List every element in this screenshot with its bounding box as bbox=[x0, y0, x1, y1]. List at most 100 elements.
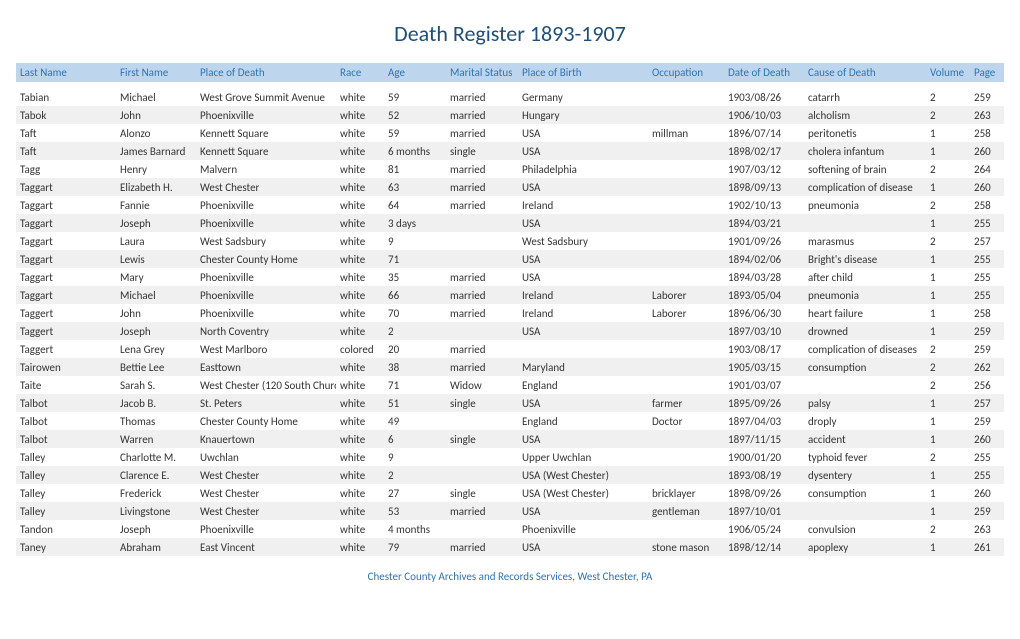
cell: consumption bbox=[804, 358, 926, 376]
cell: USA bbox=[518, 394, 648, 412]
cell: 1 bbox=[926, 502, 970, 520]
cell: 2 bbox=[926, 232, 970, 250]
cell: 1 bbox=[926, 538, 970, 556]
cell: white bbox=[336, 448, 384, 466]
cell: complication of diseases bbox=[804, 340, 926, 358]
cell: USA bbox=[518, 538, 648, 556]
cell: 1 bbox=[926, 214, 970, 232]
cell: 263 bbox=[970, 520, 1004, 538]
cell: 1897/04/03 bbox=[724, 412, 804, 430]
cell: 1901/09/26 bbox=[724, 232, 804, 250]
cell bbox=[648, 106, 724, 124]
cell: West Marlboro bbox=[196, 340, 336, 358]
cell: Taggart bbox=[16, 268, 116, 286]
cell: Laborer bbox=[648, 304, 724, 322]
cell: peritonetis bbox=[804, 124, 926, 142]
cell: 1 bbox=[926, 142, 970, 160]
cell: 1894/03/28 bbox=[724, 268, 804, 286]
cell: Phoenixville bbox=[196, 304, 336, 322]
cell: 6 bbox=[384, 430, 446, 448]
cell: 255 bbox=[970, 286, 1004, 304]
cell: 2 bbox=[926, 448, 970, 466]
cell: Fannie bbox=[116, 196, 196, 214]
cell: Michael bbox=[116, 286, 196, 304]
cell: Philadelphia bbox=[518, 160, 648, 178]
cell: Talley bbox=[16, 466, 116, 484]
cell: single bbox=[446, 394, 518, 412]
cell: white bbox=[336, 520, 384, 538]
cell: 6 months bbox=[384, 142, 446, 160]
cell: 1 bbox=[926, 412, 970, 430]
cell: 259 bbox=[970, 340, 1004, 358]
cell: Phoenixville bbox=[196, 196, 336, 214]
table-row: TaggartLauraWest Sadsburywhite9West Sads… bbox=[16, 232, 1004, 250]
cell bbox=[648, 376, 724, 394]
cell bbox=[446, 250, 518, 268]
cell: 255 bbox=[970, 448, 1004, 466]
cell: 2 bbox=[384, 322, 446, 340]
cell: Bettie Lee bbox=[116, 358, 196, 376]
cell: married bbox=[446, 286, 518, 304]
cell: 1 bbox=[926, 466, 970, 484]
cell bbox=[648, 268, 724, 286]
cell: married bbox=[446, 268, 518, 286]
cell: Talbot bbox=[16, 412, 116, 430]
cell: complication of disease bbox=[804, 178, 926, 196]
cell: 35 bbox=[384, 268, 446, 286]
cell: 255 bbox=[970, 268, 1004, 286]
cell bbox=[648, 340, 724, 358]
cell: white bbox=[336, 124, 384, 142]
cell bbox=[648, 430, 724, 448]
cell: white bbox=[336, 286, 384, 304]
cell: Tabian bbox=[16, 85, 116, 106]
cell: Tairowen bbox=[16, 358, 116, 376]
cell: millman bbox=[648, 124, 724, 142]
cell: 66 bbox=[384, 286, 446, 304]
table-row: TalleyLivingstoneWest Chesterwhite53marr… bbox=[16, 502, 1004, 520]
cell: Talley bbox=[16, 448, 116, 466]
cell: USA bbox=[518, 124, 648, 142]
cell: Taggert bbox=[16, 322, 116, 340]
cell bbox=[446, 466, 518, 484]
cell: Phoenixville bbox=[196, 268, 336, 286]
cell: cholera infantum bbox=[804, 142, 926, 160]
cell: Joseph bbox=[116, 214, 196, 232]
cell: white bbox=[336, 358, 384, 376]
cell: Talley bbox=[16, 484, 116, 502]
cell: after child bbox=[804, 268, 926, 286]
cell bbox=[648, 196, 724, 214]
table-row: TaiteSarah S.West Chester (120 South Chu… bbox=[16, 376, 1004, 394]
cell: 2 bbox=[926, 160, 970, 178]
cell: 70 bbox=[384, 304, 446, 322]
cell: 51 bbox=[384, 394, 446, 412]
cell: 1903/08/26 bbox=[724, 85, 804, 106]
cell: single bbox=[446, 142, 518, 160]
cell bbox=[804, 502, 926, 520]
cell: 259 bbox=[970, 502, 1004, 520]
table-row: TaftJames BarnardKennett Squarewhite6 mo… bbox=[16, 142, 1004, 160]
col-header: Cause of Death bbox=[804, 63, 926, 85]
cell: white bbox=[336, 304, 384, 322]
cell: John bbox=[116, 106, 196, 124]
cell: USA (West Chester) bbox=[518, 466, 648, 484]
table-row: TalleyClarence E.West Chesterwhite2USA (… bbox=[16, 466, 1004, 484]
cell: 255 bbox=[970, 214, 1004, 232]
cell: Michael bbox=[116, 85, 196, 106]
cell: Livingstone bbox=[116, 502, 196, 520]
cell: 256 bbox=[970, 376, 1004, 394]
cell: USA bbox=[518, 142, 648, 160]
cell: white bbox=[336, 430, 384, 448]
cell: 1906/05/24 bbox=[724, 520, 804, 538]
cell: Joseph bbox=[116, 520, 196, 538]
cell: Lewis bbox=[116, 250, 196, 268]
table-row: TaggertJosephNorth Coventrywhite2USA1897… bbox=[16, 322, 1004, 340]
cell: James Barnard bbox=[116, 142, 196, 160]
cell: 2 bbox=[926, 340, 970, 358]
cell: USA bbox=[518, 250, 648, 268]
cell: Henry bbox=[116, 160, 196, 178]
cell: Widow bbox=[446, 376, 518, 394]
cell: Talbot bbox=[16, 394, 116, 412]
cell bbox=[648, 520, 724, 538]
table-row: TandonJosephPhoenixvillewhite4 monthsPho… bbox=[16, 520, 1004, 538]
cell: Taggart bbox=[16, 196, 116, 214]
